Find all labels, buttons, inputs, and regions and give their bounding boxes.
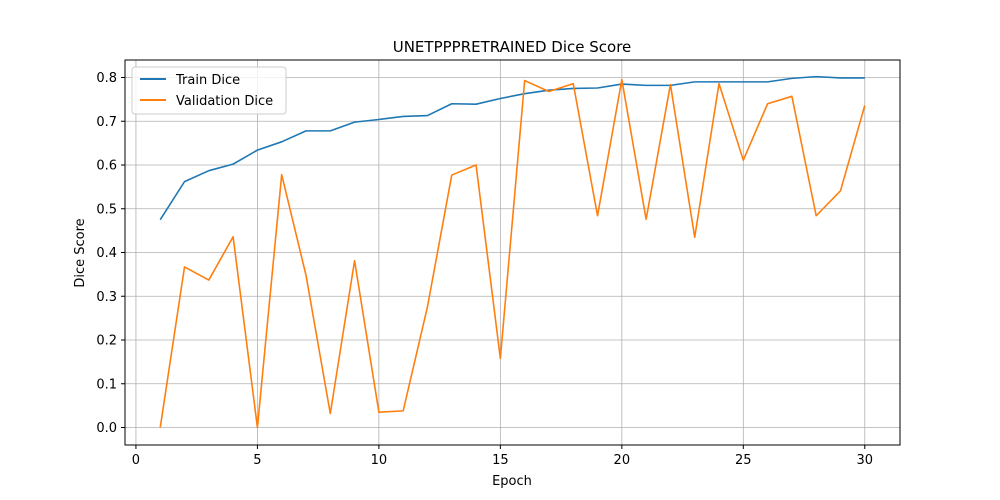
x-tick-label: 15 <box>492 453 509 468</box>
y-tick-label: 0.8 <box>96 71 117 86</box>
y-tick-label: 0.5 <box>96 202 117 217</box>
y-tick-label: 0.3 <box>96 290 117 305</box>
x-tick-label: 25 <box>735 453 752 468</box>
series-lines <box>159 75 866 429</box>
y-tick-label: 0.1 <box>96 377 117 392</box>
x-tick-label: 20 <box>614 453 631 468</box>
grid <box>125 60 900 445</box>
y-axis-ticks: 0.0 0.1 0.2 0.3 0.4 0.5 0.6 0.7 0.8 <box>96 71 125 436</box>
chart-title: UNETPPPRETRAINED Dice Score <box>393 38 632 56</box>
x-tick-label: 30 <box>856 453 873 468</box>
x-axis-label: Epoch <box>492 474 532 489</box>
x-tick-label: 10 <box>371 453 388 468</box>
x-tick-label: 5 <box>253 453 261 468</box>
y-tick-label: 0.4 <box>96 246 117 261</box>
train-dice-line <box>159 75 865 221</box>
legend: Train Dice Validation Dice <box>131 66 287 115</box>
y-tick-label: 0.7 <box>96 115 117 130</box>
y-tick-label: 0.0 <box>96 421 117 436</box>
x-tick-label: 0 <box>132 453 140 468</box>
legend-label-validation: Validation Dice <box>176 94 273 109</box>
x-axis-ticks: 0 5 10 15 20 25 30 <box>132 445 873 468</box>
y-tick-label: 0.6 <box>96 159 117 174</box>
validation-dice-line <box>159 78 866 429</box>
legend-box <box>131 66 287 115</box>
y-tick-label: 0.2 <box>96 334 117 349</box>
legend-label-train: Train Dice <box>175 73 240 88</box>
y-axis-label: Dice Score <box>73 218 88 287</box>
